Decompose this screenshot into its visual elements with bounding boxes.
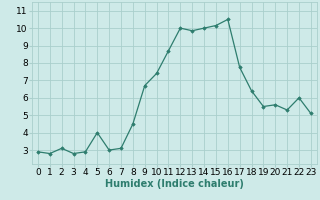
X-axis label: Humidex (Indice chaleur): Humidex (Indice chaleur): [105, 179, 244, 189]
